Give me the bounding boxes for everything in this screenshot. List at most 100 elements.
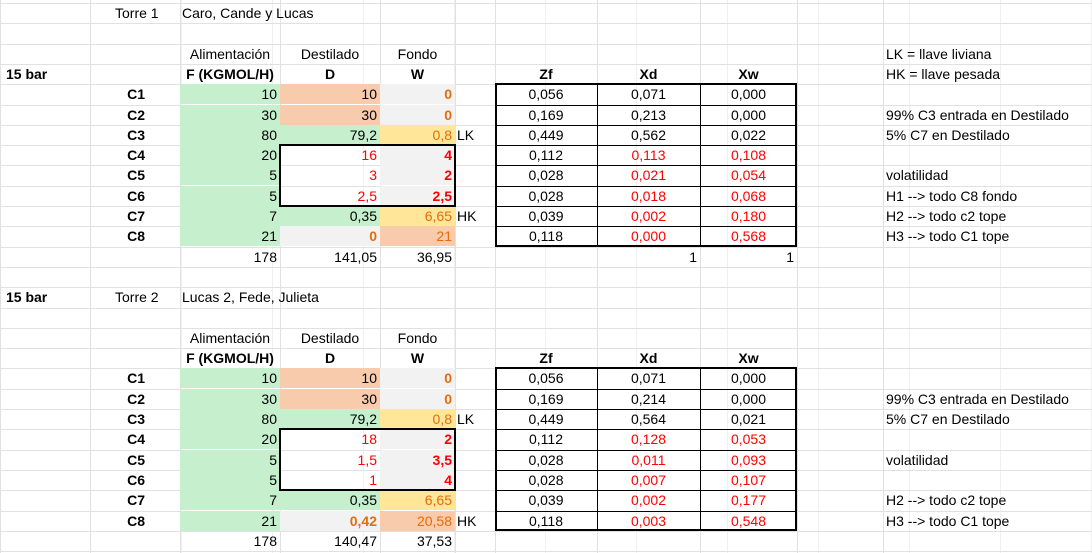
header-D[interactable]: D — [324, 66, 336, 82]
feed-cell[interactable]: 30 — [180, 105, 280, 125]
xd-cell[interactable]: 0,213 — [630, 107, 667, 123]
header-W[interactable]: W — [410, 350, 425, 366]
total-D[interactable]: 141,05 — [334, 249, 377, 265]
zf-cell[interactable]: 0,169 — [528, 391, 564, 407]
feed-cell[interactable]: 20 — [180, 145, 280, 165]
xw-cell[interactable]: 0,108 — [730, 147, 767, 163]
note-text[interactable]: H2 --> todo c2 tope — [886, 492, 1007, 508]
xd-cell[interactable]: 0,002 — [630, 492, 667, 508]
xd-cell[interactable]: 0,128 — [630, 431, 667, 447]
xd-cell[interactable]: 0,002 — [630, 208, 667, 224]
xw-cell[interactable]: 0,000 — [730, 86, 767, 102]
component-label[interactable]: C3 — [127, 411, 145, 427]
feed-cell[interactable]: 30 — [180, 389, 280, 409]
header-alimentacion[interactable]: Alimentación — [189, 46, 271, 62]
xw-cell[interactable]: 0,548 — [730, 513, 767, 529]
note-text[interactable]: 5% C7 en Destilado — [886, 411, 1010, 427]
xd-cell[interactable]: 0,071 — [630, 86, 667, 102]
header-zf[interactable]: Zf — [539, 66, 553, 82]
note-text[interactable]: 99% C3 entrada en Destilado — [886, 391, 1069, 407]
pressure-label[interactable]: 15 bar — [6, 66, 48, 82]
header-destilado[interactable]: Destilado — [300, 330, 360, 346]
total-W[interactable]: 37,53 — [416, 533, 452, 549]
component-label[interactable]: C7 — [127, 492, 145, 508]
feed-cell[interactable]: 80 — [180, 409, 280, 429]
distillate-cell[interactable]: 79,2 — [280, 409, 380, 429]
xw-cell[interactable]: 0,000 — [730, 391, 767, 407]
component-label[interactable]: C6 — [127, 472, 145, 488]
bottoms-cell[interactable]: 21 — [380, 226, 455, 246]
component-label[interactable]: C1 — [127, 86, 145, 102]
feed-cell[interactable]: 5 — [180, 186, 280, 206]
component-label[interactable]: C7 — [127, 208, 145, 224]
header-D[interactable]: D — [324, 350, 336, 366]
component-label[interactable]: C5 — [127, 452, 145, 468]
distillate-cell[interactable]: 0,35 — [280, 206, 380, 226]
distillate-cell[interactable]: 3 — [369, 167, 377, 183]
header-xd[interactable]: Xd — [639, 66, 658, 82]
bottoms-cell[interactable]: 0 — [380, 368, 455, 388]
zf-cell[interactable]: 0,028 — [528, 188, 564, 204]
header-F[interactable]: F (KGMOL/H) — [186, 350, 274, 366]
bottoms-cell[interactable]: 2 — [380, 429, 455, 449]
feed-cell[interactable]: 5 — [180, 450, 280, 470]
zf-cell[interactable]: 0,169 — [528, 107, 564, 123]
xw-cell[interactable]: 0,054 — [730, 167, 767, 183]
total-xd[interactable]: 1 — [689, 249, 697, 265]
xd-cell[interactable]: 0,021 — [630, 167, 667, 183]
bottoms-cell[interactable]: 2 — [380, 165, 455, 185]
xw-cell[interactable]: 0,068 — [730, 188, 767, 204]
feed-cell[interactable]: 21 — [180, 226, 280, 246]
xd-cell[interactable]: 0,007 — [630, 472, 667, 488]
feed-cell[interactable]: 21 — [180, 511, 280, 531]
header-fondo[interactable]: Fondo — [397, 330, 438, 346]
pressure-label[interactable]: 15 bar — [6, 289, 48, 305]
distillate-cell[interactable]: 10 — [280, 368, 380, 388]
distillate-cell[interactable]: 30 — [280, 105, 380, 125]
distillate-cell[interactable]: 79,2 — [280, 125, 380, 145]
xd-cell[interactable]: 0,000 — [630, 228, 667, 244]
key-tag[interactable]: HK — [457, 208, 477, 224]
distillate-cell[interactable]: 0,35 — [280, 490, 380, 510]
feed-cell[interactable]: 20 — [180, 429, 280, 449]
note-text[interactable]: volatilidad — [886, 167, 949, 183]
header-xw[interactable]: Xw — [738, 66, 759, 82]
members-label[interactable]: Lucas 2, Fede, Julieta — [182, 289, 319, 305]
total-xw[interactable]: 1 — [786, 249, 794, 265]
xw-cell[interactable]: 0,022 — [730, 127, 767, 143]
feed-cell[interactable]: 80 — [180, 125, 280, 145]
distillate-cell[interactable]: 0,42 — [280, 511, 380, 531]
note-text[interactable]: H2 --> todo c2 tope — [886, 208, 1007, 224]
xd-cell[interactable]: 0,011 — [631, 452, 666, 468]
header-F[interactable]: F (KGMOL/H) — [186, 66, 274, 82]
feed-cell[interactable]: 10 — [180, 84, 280, 104]
zf-cell[interactable]: 0,118 — [529, 513, 563, 529]
total-F[interactable]: 178 — [253, 533, 277, 549]
note-text[interactable]: H3 --> todo C1 tope — [886, 513, 1010, 529]
bottoms-cell[interactable]: 6,65 — [380, 490, 455, 510]
xw-cell[interactable]: 0,180 — [730, 208, 767, 224]
component-label[interactable]: C6 — [127, 188, 145, 204]
zf-cell[interactable]: 0,449 — [528, 127, 564, 143]
tower-label[interactable]: Torre 2 — [115, 289, 159, 305]
note-text[interactable]: LK = llave liviana — [886, 46, 992, 62]
note-text[interactable]: H1 --> todo C8 fondo — [886, 188, 1018, 204]
component-label[interactable]: C4 — [127, 147, 145, 163]
header-fondo[interactable]: Fondo — [397, 46, 438, 62]
component-label[interactable]: C2 — [127, 391, 145, 407]
zf-cell[interactable]: 0,039 — [528, 492, 564, 508]
key-tag[interactable]: HK — [457, 513, 477, 529]
distillate-cell[interactable]: 1,5 — [357, 452, 377, 468]
zf-cell[interactable]: 0,449 — [528, 411, 564, 427]
component-label[interactable]: C4 — [127, 431, 145, 447]
header-alimentacion[interactable]: Alimentación — [189, 330, 271, 346]
bottoms-cell[interactable]: 0 — [380, 105, 455, 125]
xd-cell[interactable]: 0,018 — [630, 188, 667, 204]
note-text[interactable]: volatilidad — [886, 452, 949, 468]
total-D[interactable]: 140,47 — [334, 533, 377, 549]
component-label[interactable]: C5 — [127, 167, 145, 183]
zf-cell[interactable]: 0,112 — [529, 431, 563, 447]
zf-cell[interactable]: 0,112 — [529, 147, 563, 163]
component-label[interactable]: C2 — [127, 107, 145, 123]
header-zf[interactable]: Zf — [539, 350, 553, 366]
